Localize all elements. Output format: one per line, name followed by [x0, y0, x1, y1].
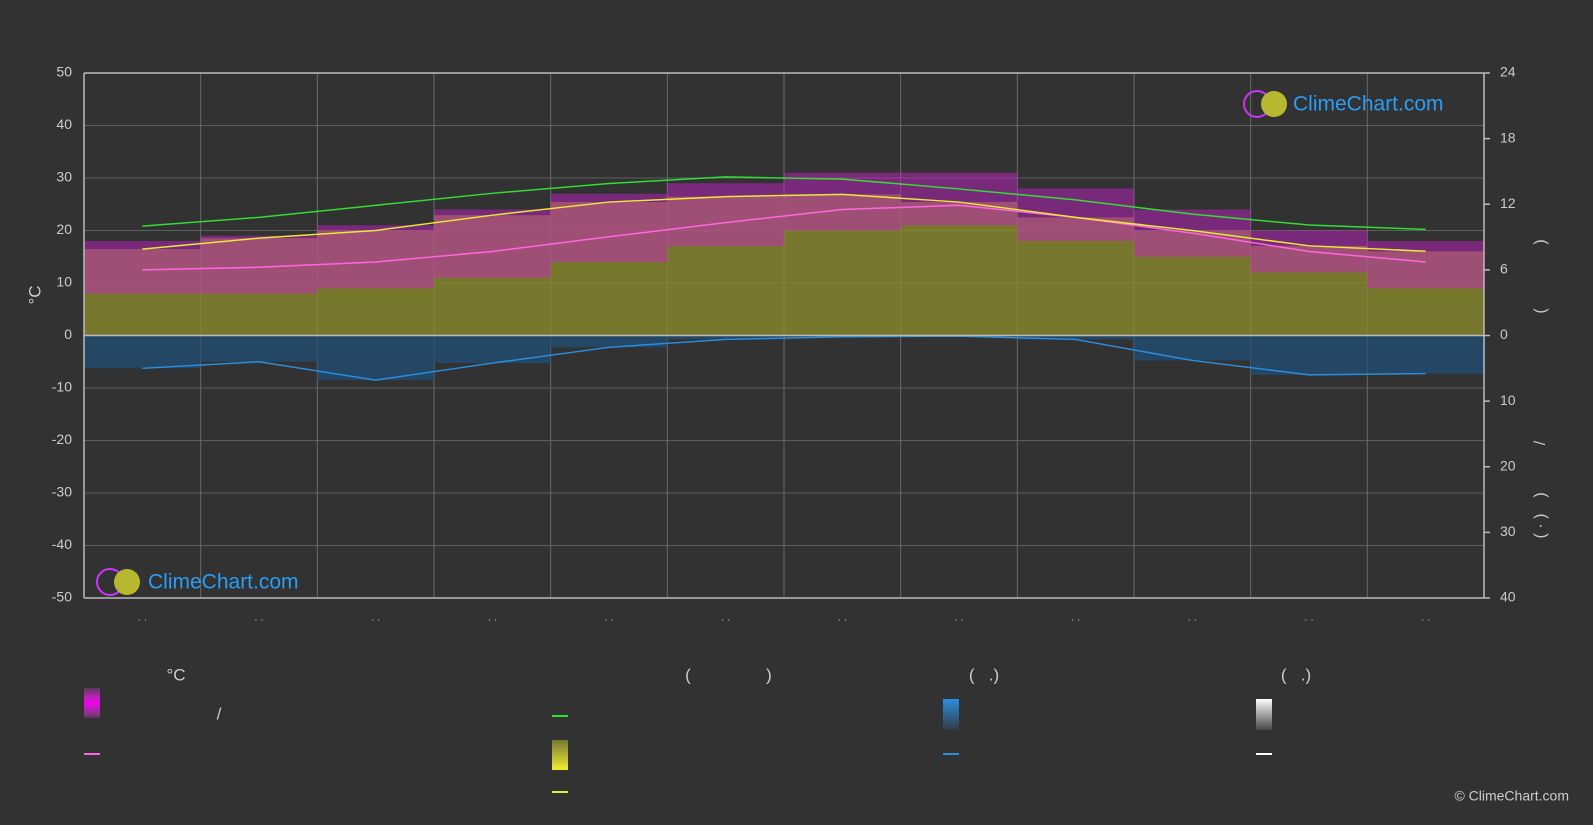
series-area [667, 196, 784, 336]
series-area [1367, 251, 1484, 336]
series-area [200, 238, 318, 336]
legend-swatch [943, 699, 959, 730]
temperature-range [434, 209, 551, 278]
series-area [550, 202, 668, 336]
legend-heading: ( [685, 665, 691, 684]
series-area [1250, 245, 1368, 336]
y2-tick-label: 18 [1500, 129, 1516, 145]
legend-heading: ) [766, 665, 772, 684]
temperature-range [550, 193, 668, 262]
series-area [434, 335, 551, 364]
series-area [1250, 335, 1368, 375]
series-area [1367, 335, 1484, 374]
temperature-range [317, 225, 434, 289]
series-area [667, 335, 784, 340]
temperature-range [667, 183, 784, 247]
y-tick-label: 0 [64, 326, 72, 342]
y3-tick-label: 20 [1500, 457, 1516, 473]
series-area [784, 194, 901, 336]
y-tick-label: -40 [52, 536, 72, 552]
temperature-range [1367, 241, 1484, 289]
copyright: © ClimeChart.com [1454, 788, 1569, 804]
y2-tick-label: 0 [1500, 326, 1508, 342]
y-tick-label: -30 [52, 484, 72, 500]
logo-sun [114, 569, 140, 595]
series-line [142, 204, 1426, 271]
y-tick-label: 30 [56, 169, 72, 185]
right-axis-label: ( · ) [1532, 514, 1549, 539]
series-area [434, 215, 551, 336]
y3-tick-label: 30 [1500, 523, 1516, 539]
logo-sun [1261, 91, 1287, 117]
y2-tick-label: 6 [1500, 261, 1508, 277]
series-area [317, 335, 434, 381]
temperature-range [84, 241, 201, 294]
legend-heading: °C [166, 665, 185, 684]
x-tick-label: · · [1304, 615, 1313, 626]
x-tick-label: · · [721, 615, 730, 626]
y-tick-label: -20 [52, 431, 72, 447]
y-axis-label: °C [25, 285, 44, 304]
y-tick-label: 50 [56, 64, 72, 80]
x-tick-label: · · [1071, 615, 1080, 626]
x-tick-label: · · [1421, 615, 1430, 626]
series-area [200, 335, 318, 362]
legend: °C / ( ) ( .) ( .) [84, 665, 1311, 793]
series-area [317, 230, 434, 336]
legend-heading: ( .) [969, 665, 999, 684]
temperature-range [200, 235, 318, 294]
series-area [1017, 335, 1134, 340]
y-tick-label: -10 [52, 379, 72, 395]
x-tick-label: · · [488, 615, 497, 626]
right-axis-label: ( [1532, 308, 1549, 314]
series-line [142, 335, 1426, 381]
temperature-range [784, 172, 901, 231]
series-line [142, 193, 1426, 253]
right-axis-label: / [1532, 440, 1549, 445]
y-tick-label: 40 [56, 116, 72, 132]
x-tick-label: · · [838, 615, 847, 626]
series-area [84, 335, 201, 369]
x-tick-label: · · [1188, 615, 1197, 626]
y-tick-label: 10 [56, 274, 72, 290]
y-tick-label: -50 [52, 589, 72, 605]
y2-tick-label: 24 [1500, 64, 1516, 80]
x-tick-label: · · [371, 615, 380, 626]
legend-swatch [1256, 699, 1272, 730]
temperature-range [1017, 188, 1134, 241]
legend-swatch [84, 688, 100, 718]
series-area [550, 335, 668, 348]
y2-tick-label: 12 [1500, 195, 1516, 211]
x-tick-label: · · [604, 615, 613, 626]
watermark: ClimeChart.com [1293, 93, 1444, 116]
legend-heading: ( .) [1281, 665, 1311, 684]
watermark: ClimeChart.com [148, 571, 299, 594]
series-area [900, 202, 1018, 336]
x-tick-label: · · [138, 615, 147, 626]
y-tick-label: 20 [56, 221, 72, 237]
series-area [1134, 335, 1251, 361]
series-area [1134, 230, 1251, 336]
x-tick-label: · · [954, 615, 963, 626]
y3-tick-label: 10 [1500, 392, 1516, 408]
legend-swatch [552, 740, 568, 770]
series-area [84, 249, 201, 336]
right-axis-label: ) [1532, 239, 1549, 244]
x-tick-label: · · [254, 615, 263, 626]
y3-tick-label: 40 [1500, 589, 1516, 605]
series-area [1017, 217, 1134, 336]
legend-text: / [217, 704, 222, 723]
series-line [142, 176, 1426, 231]
right-axis-label: ) [1532, 492, 1549, 497]
